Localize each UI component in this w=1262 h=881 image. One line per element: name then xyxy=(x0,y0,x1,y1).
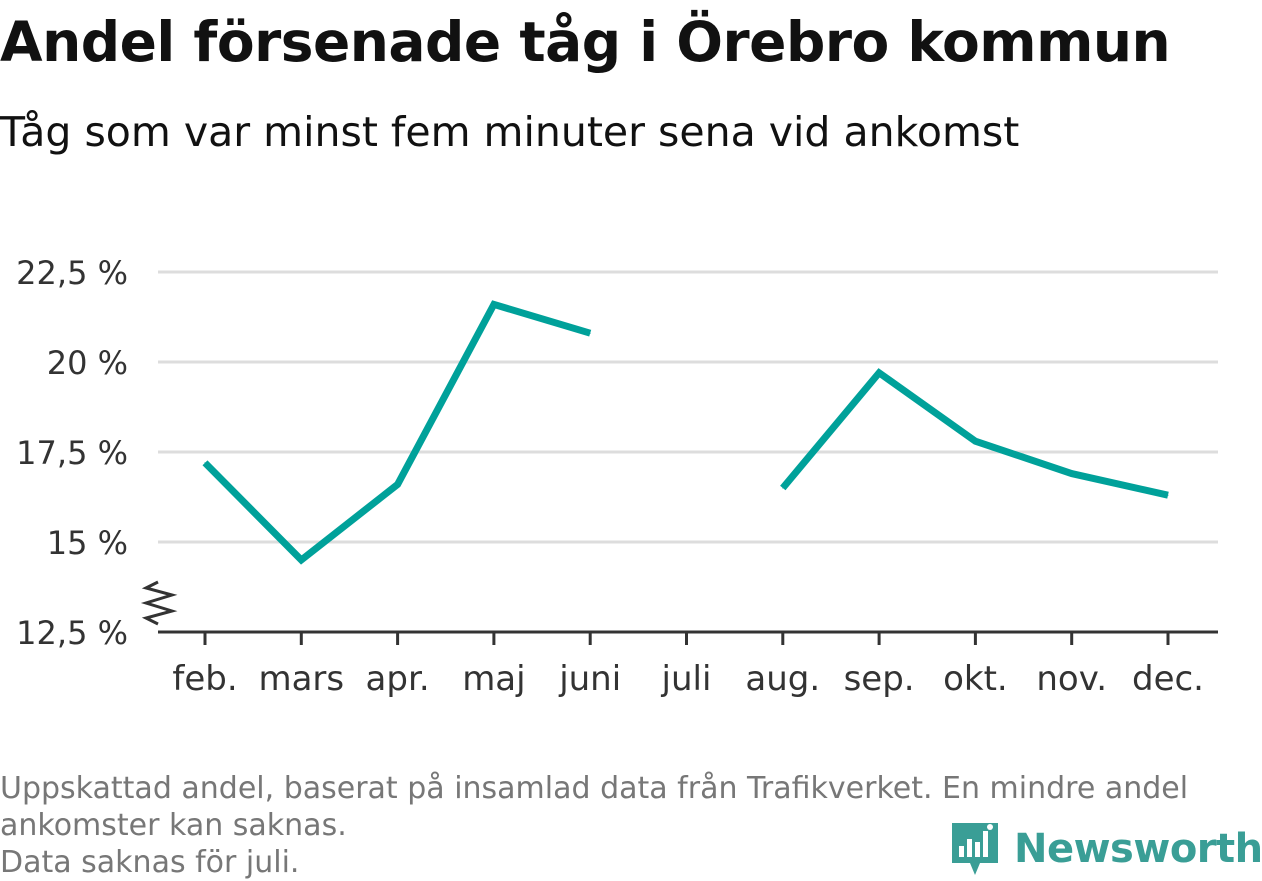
footnote: Uppskattad andel, baserat på insamlad da… xyxy=(0,770,1250,881)
footnote-line: Data saknas för juli. xyxy=(0,845,300,880)
y-axis-tick-labels: 12,5 % 15 % 17,5 % 20 % 22,5 % xyxy=(16,254,128,652)
footnote-line: ankomster kan saknas. xyxy=(0,808,347,843)
data-point xyxy=(589,332,591,334)
x-tick-label: mars xyxy=(258,659,344,699)
x-tick-label: nov. xyxy=(1036,659,1107,699)
gridlines xyxy=(158,270,1218,544)
series-line-segment xyxy=(202,300,592,565)
newsworthy-logo-icon xyxy=(952,823,998,875)
footnote-line: Uppskattad andel, baserat på insamlad da… xyxy=(0,771,1189,806)
x-tick-label: sep. xyxy=(844,659,915,699)
y-tick-label: 15 % xyxy=(47,524,128,562)
x-axis xyxy=(140,580,1218,645)
y-tick-label: 20 % xyxy=(47,344,128,382)
data-point xyxy=(300,559,302,561)
data-point xyxy=(493,303,495,305)
data-point xyxy=(204,462,206,464)
x-tick-label: aug. xyxy=(745,659,820,699)
y-tick-label: 12,5 % xyxy=(16,614,128,652)
chart-title: Andel försenade tåg i Örebro kommun xyxy=(0,10,1171,74)
x-tick-label: feb. xyxy=(172,659,237,699)
x-tick-label: juni xyxy=(558,659,621,699)
data-point xyxy=(397,483,399,485)
newsworthy-brand: Newsworthy xyxy=(950,818,1262,880)
x-tick-label: maj xyxy=(462,659,525,699)
y-tick-label: 17,5 % xyxy=(16,434,128,472)
chart-subtitle: Tåg som var minst fem minuter sena vid a… xyxy=(0,108,1020,156)
x-tick-label: okt. xyxy=(943,659,1008,699)
data-point xyxy=(782,487,784,489)
brand-name: Newsworthy xyxy=(1014,826,1262,872)
x-axis-tick-labels: feb. mars apr. maj juni juli aug. sep. okt. nov. d… xyxy=(172,659,1204,699)
x-tick-label: dec. xyxy=(1132,659,1204,699)
x-tick-label: juli xyxy=(661,659,712,699)
data-point xyxy=(878,372,880,374)
series-line-segment xyxy=(780,368,1169,499)
data-point xyxy=(1167,494,1169,496)
axis-break-zigzag xyxy=(140,580,178,626)
y-tick-label: 22,5 % xyxy=(16,254,128,292)
data-point xyxy=(974,440,976,442)
x-tick-label: apr. xyxy=(366,659,430,699)
line-chart: 12,5 % 15 % 17,5 % 20 % 22,5 % feb. mars apr. m… xyxy=(16,254,1218,699)
data-point xyxy=(1071,473,1073,475)
series-lines xyxy=(202,300,1169,565)
